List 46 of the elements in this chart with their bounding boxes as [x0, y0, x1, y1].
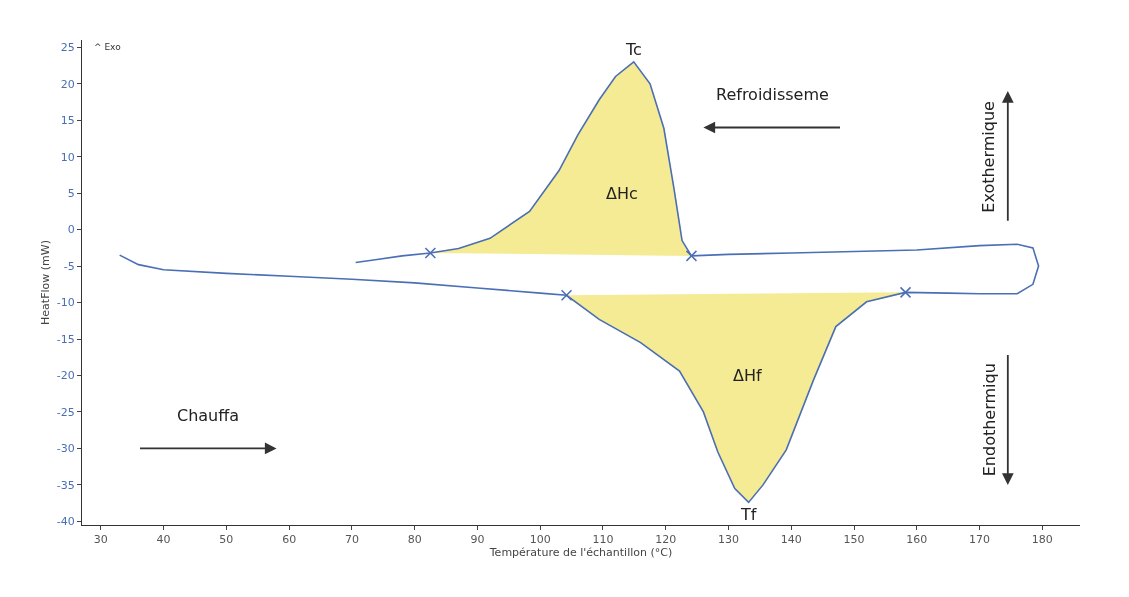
x-tick-label: 130	[718, 533, 739, 547]
y-tick-label: 15	[60, 114, 75, 128]
annotation: ΔHc	[606, 184, 638, 203]
x-tick-label: 50	[219, 533, 234, 547]
x-tick-label: 160	[906, 533, 928, 547]
y-tick-label: -15	[56, 332, 75, 346]
point	[560, 289, 573, 302]
y-tick-label: -5	[63, 259, 75, 273]
x-tick-label: 80	[407, 533, 422, 547]
line-series	[118, 61, 1040, 504]
annotation: ^ Exo	[94, 42, 122, 52]
y-tick-label: 5	[67, 187, 75, 201]
y-tick-label: -10	[56, 296, 75, 310]
annotation: ΔHf	[733, 366, 762, 385]
y-tick-label: 0	[67, 223, 75, 237]
y-tick-label: -30	[56, 442, 75, 456]
x-tick-label: 140	[780, 533, 802, 547]
x-tick-label: 120	[655, 533, 677, 547]
x-axis-title: Température de l'échantillon (°C)	[488, 546, 673, 560]
x-tick-label: 180	[1031, 533, 1053, 547]
annotation: Endothermiqu	[979, 363, 999, 477]
y-axis-title: HeatFlow (mW)	[39, 240, 53, 325]
point	[424, 247, 437, 259]
y-tick-label: -20	[56, 369, 75, 383]
y-tick-label: 20	[60, 77, 75, 91]
y-tick-label: 10	[60, 150, 75, 164]
y-tick-label: 25	[60, 41, 75, 55]
y-tick-label: -25	[56, 405, 75, 419]
annotation: Refroidisseme	[716, 85, 829, 104]
x-tick-label: 90	[470, 533, 485, 547]
point	[899, 286, 912, 299]
point	[685, 250, 698, 262]
y-tick-label: -40	[56, 515, 75, 529]
x-tick-label: 170	[969, 533, 991, 547]
x-tick-label: 110	[592, 533, 614, 547]
annotation: Chauffa	[177, 406, 240, 425]
x-tick-label: 60	[282, 533, 297, 547]
annotation: Tf	[740, 505, 757, 524]
x-tick-label: 150	[843, 533, 865, 547]
y-tick-label: -35	[56, 478, 75, 492]
annotation: Exothermique	[979, 101, 999, 213]
x-tick-label: 100	[529, 533, 551, 547]
x-tick-label: 40	[156, 533, 171, 547]
x-tick-label: 70	[344, 533, 359, 547]
annotation: Tc	[625, 40, 642, 59]
x-tick-label: 30	[93, 533, 108, 547]
